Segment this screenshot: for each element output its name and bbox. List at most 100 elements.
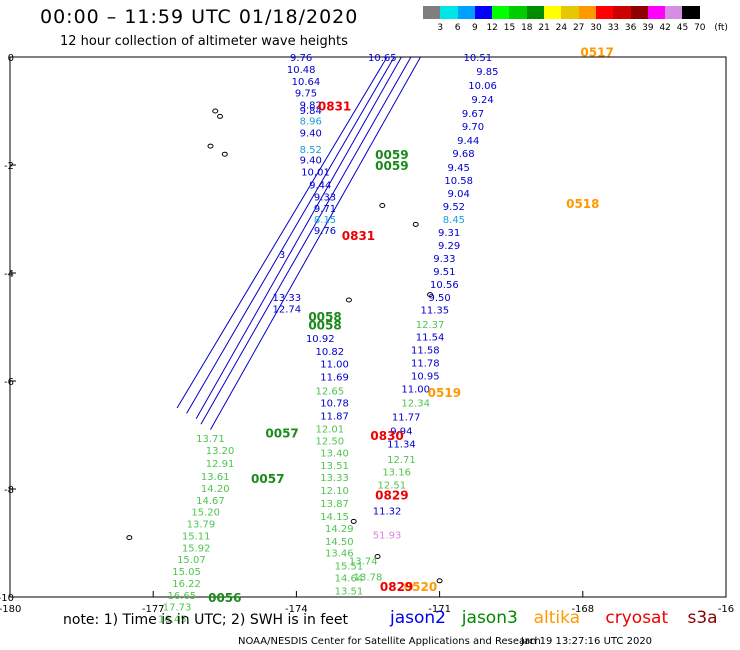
color-scale: 3 6 9 12 15 18 21 24 27 30 33 36 39 42 45 70 (ft) (423, 6, 728, 35)
axis-ticks: -180 -177 -174 -171 -168 -16 0 -2 -4 -6 -8 -10 (0, 53, 734, 615)
pass-time-label: 0520 (404, 580, 437, 594)
wave-height-value: 9.40 (300, 129, 322, 140)
pass-time-label: 0518 (566, 197, 599, 211)
track-line (186, 56, 395, 414)
color-scale-boxes (423, 6, 700, 19)
islands (126, 108, 443, 584)
scale-swatch (578, 6, 596, 19)
pass-time-label: 0058 (308, 318, 341, 332)
island-outline (221, 151, 228, 157)
wave-height-value: 8.45 (443, 215, 465, 226)
scale-label: 33 (607, 23, 620, 33)
island-outline (207, 143, 214, 149)
island-outline (126, 535, 133, 541)
wave-height-value: 10.56 (430, 280, 459, 291)
y-tick-label: -10 (0, 593, 14, 604)
scale-swatch (492, 6, 510, 19)
wave-height-value: 8.15 (314, 215, 336, 226)
wave-height-value: 9.70 (462, 122, 484, 133)
scale-label: 6 (454, 23, 461, 33)
wave-height-value: 15.51 (335, 562, 364, 573)
pass-time-label: 0056 (208, 591, 241, 605)
x-tick-label: -16 (718, 604, 734, 615)
wave-height-value: 10.95 (411, 372, 440, 383)
wave-height-value: 12.37 (416, 320, 445, 331)
wave-height-value: 13.33 (320, 473, 349, 484)
scale-swatch (682, 6, 700, 19)
wave-height-value: 9.45 (448, 163, 470, 174)
scale-label: 21 (538, 23, 550, 33)
pass-time-label: 0829 (380, 580, 413, 594)
wave-height-value: 11.78 (411, 359, 440, 370)
pass-time-label: 0831 (342, 229, 375, 243)
pass-time-label: 0830 (370, 429, 403, 443)
satellite-legend-jason2: jason2 (390, 608, 446, 628)
wave-height-value: 51.93 (373, 530, 402, 541)
scale-label: 36 (624, 23, 637, 33)
scale-label: 12 (486, 23, 498, 33)
scale-swatch (457, 6, 475, 19)
wave-height-value: 11.34 (387, 440, 416, 451)
wave-height-value: 9.52 (443, 202, 465, 213)
x-tick-label: -171 (428, 604, 451, 615)
wave-height-value: 12.91 (206, 459, 235, 470)
satellite-legend-altika: altika (533, 608, 581, 628)
wave-height-value: 12.65 (315, 387, 344, 398)
pass-time-label: 0057 (265, 426, 298, 440)
map-frame (9, 56, 727, 598)
pass-time-label: 0517 (580, 46, 613, 60)
wave-height-value: 9.24 (471, 95, 493, 106)
wave-height-value: 16.22 (172, 579, 201, 590)
island-outline (217, 113, 224, 119)
wave-height-value: 13.51 (335, 587, 364, 598)
wave-height-value: 3 (279, 250, 285, 261)
satellite-tracks (176, 56, 421, 430)
wave-height-value: 10.06 (468, 81, 497, 92)
y-tick-label: -2 (4, 161, 14, 172)
wave-height-value: 8.52 (300, 145, 322, 156)
wave-height-value: 13.46 (325, 549, 354, 560)
pass-time-label: 0829 (375, 488, 408, 502)
wave-height-value: 12.10 (320, 486, 349, 497)
wave-height-value: 14.29 (325, 524, 354, 535)
scale-swatch (526, 6, 545, 19)
wave-height-value: 10.78 (320, 399, 349, 410)
scale-label: 27 (572, 23, 585, 33)
wave-height-value: 9.31 (438, 228, 460, 239)
wave-height-value: 9.44 (309, 180, 331, 191)
x-tick-label: -177 (142, 604, 165, 615)
scale-swatch (647, 6, 666, 19)
wave-height-value: 13.33 (273, 293, 302, 304)
x-tick-label: -168 (571, 604, 594, 615)
wave-height-value: 11.54 (416, 333, 445, 344)
satellite-legend-jason3: jason3 (461, 608, 518, 628)
wave-height-value: 9.44 (457, 136, 479, 147)
island-outline (374, 554, 381, 559)
wave-height-value: 13.51 (320, 461, 349, 472)
wave-height-value: 11.00 (401, 385, 430, 396)
wave-height-value: 15.05 (172, 567, 201, 578)
track-line (176, 56, 388, 409)
wave-height-value: 9.82 (300, 101, 322, 112)
wave-height-value: 13.78 (354, 572, 383, 583)
island-outline (412, 221, 419, 227)
wave-height-value: 8.96 (300, 117, 322, 128)
island-outline (427, 292, 434, 298)
island-outline (436, 578, 443, 584)
wave-height-value: 14.64 (335, 574, 364, 585)
wave-height-value: 9.94 (390, 427, 412, 438)
wave-height-value: 9.29 (438, 241, 460, 252)
generation-timestamp: Jan 19 13:27:16 UTC 2020 (521, 636, 653, 647)
wave-height-value: 10.01 (301, 167, 330, 178)
scale-label: 15 (503, 23, 516, 33)
scale-swatch (509, 6, 527, 19)
scale-swatch (630, 6, 648, 19)
scale-label: 42 (659, 23, 671, 33)
scale-unit: (ft) (714, 23, 728, 33)
wave-height-value: 10.64 (292, 77, 321, 88)
island-outline (350, 518, 357, 524)
wave-height-value: 11.35 (421, 306, 450, 317)
wave-height-value: 10.48 (287, 65, 316, 76)
scale-label: 70 (694, 23, 706, 33)
